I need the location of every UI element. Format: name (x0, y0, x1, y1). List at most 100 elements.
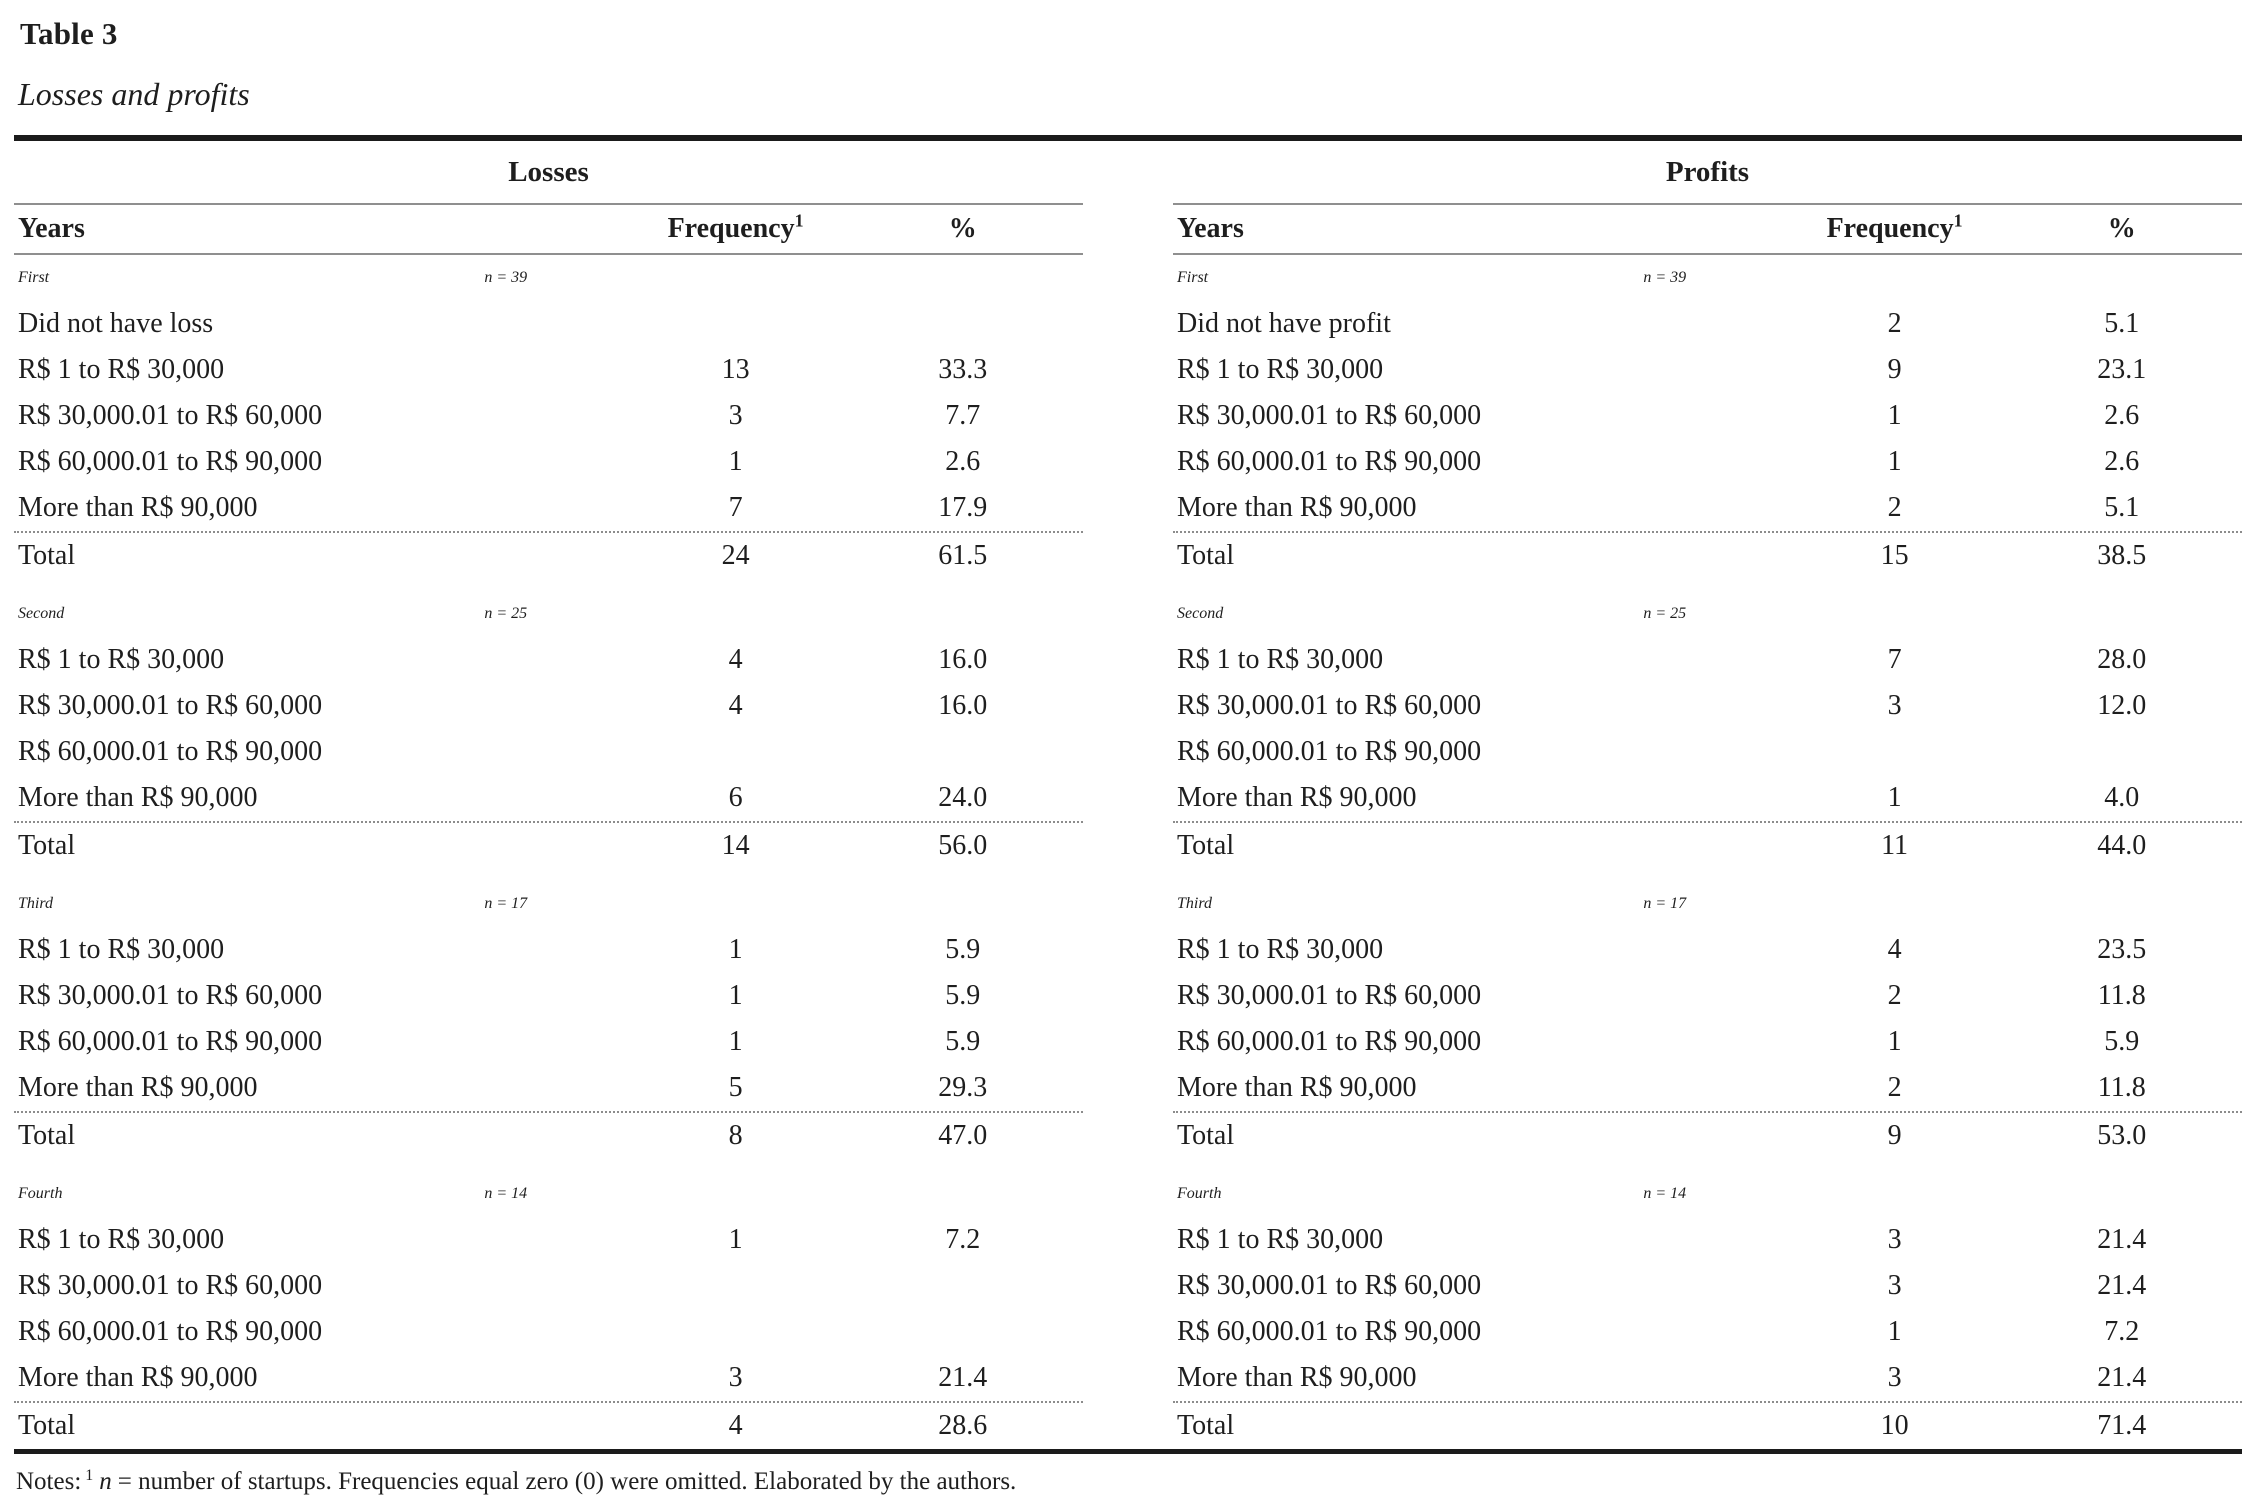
total-frequency-value: 8 (728, 1120, 743, 1151)
year-label: Fourth (1177, 1185, 1222, 1202)
table-row: More than R$ 90,000 3 21.4 (14, 1355, 1083, 1401)
year-header-row: Third n = 17 (1173, 881, 2242, 927)
frequency-value: 3 (1887, 1362, 1902, 1393)
frequency-value: 9 (1887, 354, 1902, 385)
frequency-value: 2 (1887, 980, 1902, 1011)
frequency-value: 3 (728, 400, 743, 431)
year-group-third: Third n = 17 R$ 1 to R$ 30,000 4 23.5 R$ … (1173, 881, 2242, 1159)
range-label: R$ 60,000.01 to R$ 90,000 (1177, 1316, 1482, 1347)
total-row: Total 10 71.4 (1173, 1401, 2242, 1449)
total-row: Total 8 47.0 (14, 1111, 1083, 1159)
year-groups: First n = 39 Did not have loss R$ 1 to R$… (14, 255, 1083, 1449)
percent-value: 24.0 (938, 782, 988, 813)
total-label: Total (1177, 540, 1235, 571)
table-row: R$ 60,000.01 to R$ 90,000 1 5.9 (1173, 1019, 2242, 1065)
year-group-second: Second n = 25 R$ 1 to R$ 30,000 7 28.0 R$… (1173, 591, 2242, 869)
subheader-rule (14, 253, 1083, 255)
total-row: Total 4 28.6 (14, 1401, 1083, 1449)
year-label: Third (1177, 895, 1212, 912)
table-row: More than R$ 90,000 2 5.1 (1173, 485, 2242, 531)
range-rows: Did not have profit 2 5.1 R$ 1 to R$ 30,… (1173, 301, 2242, 531)
percent-value: 11.8 (2097, 1072, 2146, 1103)
range-label: R$ 30,000.01 to R$ 60,000 (1177, 1270, 1482, 1301)
year-header-row: Third n = 17 (14, 881, 1083, 927)
year-group-third: Third n = 17 R$ 1 to R$ 30,000 1 5.9 R$ 3… (14, 881, 1083, 1159)
range-rows: R$ 1 to R$ 30,000 3 21.4 R$ 30,000.01 to… (1173, 1217, 2242, 1401)
range-label: R$ 1 to R$ 30,000 (18, 1224, 225, 1255)
percent-value: 23.1 (2097, 354, 2147, 385)
frequency-value: 7 (728, 492, 743, 523)
note-superscript: 1 (85, 1466, 94, 1484)
total-percent-value: 44.0 (2097, 830, 2147, 861)
range-label: R$ 30,000.01 to R$ 60,000 (1177, 690, 1482, 721)
table-row: R$ 30,000.01 to R$ 60,000 3 21.4 (1173, 1263, 2242, 1309)
frequency-value: 6 (728, 782, 743, 813)
year-header-row: Fourth n = 14 (1173, 1171, 2242, 1217)
range-label: R$ 30,000.01 to R$ 60,000 (18, 1270, 323, 1301)
n-count: n = 39 (484, 269, 528, 286)
percent-value: 11.8 (2097, 980, 2146, 1011)
table-row: R$ 30,000.01 to R$ 60,000 1 5.9 (14, 973, 1083, 1019)
total-frequency-value: 14 (721, 830, 750, 861)
year-group-first: First n = 39 Did not have profit 2 5.1 R$… (1173, 255, 2242, 579)
range-label: R$ 30,000.01 to R$ 60,000 (18, 400, 323, 431)
year-group-second: Second n = 25 R$ 1 to R$ 30,000 4 16.0 R$… (14, 591, 1083, 869)
percent-value: 29.3 (938, 1072, 988, 1103)
total-row: Total 15 38.5 (1173, 531, 2242, 579)
year-groups: First n = 39 Did not have profit 2 5.1 R$… (1173, 255, 2242, 1449)
year-header-row: Fourth n = 14 (14, 1171, 1083, 1217)
note-text: = number of startups. Frequencies equal … (117, 1468, 1017, 1495)
frequency-value: 1 (728, 980, 743, 1011)
range-label: More than R$ 90,000 (1177, 1072, 1417, 1103)
percent-value: 21.4 (2097, 1270, 2147, 1301)
range-label: More than R$ 90,000 (1177, 1362, 1417, 1393)
percent-value: 21.4 (938, 1362, 988, 1393)
total-label: Total (18, 540, 76, 571)
frequency-value: 1 (1887, 446, 1902, 477)
table-row: Did not have loss (14, 301, 1083, 347)
header-rule (14, 203, 1083, 205)
percent-value: 16.0 (938, 690, 988, 721)
frequency-value: 2 (1887, 492, 1902, 523)
total-label: Total (1177, 1410, 1235, 1441)
range-label: More than R$ 90,000 (18, 1072, 258, 1103)
col-header-percent: % (2107, 213, 2136, 244)
frequency-value: 1 (1887, 1316, 1902, 1347)
range-label: R$ 60,000.01 to R$ 90,000 (18, 1026, 323, 1057)
table-title: Table 3 (20, 16, 118, 51)
table-row: R$ 1 to R$ 30,000 4 23.5 (1173, 927, 2242, 973)
range-label: R$ 1 to R$ 30,000 (18, 644, 225, 675)
total-row: Total 9 53.0 (1173, 1111, 2242, 1159)
table-row: R$ 1 to R$ 30,000 3 21.4 (1173, 1217, 2242, 1263)
col-header-years: Years (1177, 213, 1244, 244)
range-label: R$ 1 to R$ 30,000 (18, 934, 225, 965)
table-row: R$ 1 to R$ 30,000 13 33.3 (14, 347, 1083, 393)
table-row: R$ 60,000.01 to R$ 90,000 (14, 729, 1083, 775)
table-row: R$ 30,000.01 to R$ 60,000 1 2.6 (1173, 393, 2242, 439)
col-header-years: Years (18, 213, 85, 244)
total-label: Total (1177, 830, 1235, 861)
year-header-row: First n = 39 (14, 255, 1083, 301)
n-count: n = 14 (484, 1185, 528, 1202)
total-percent-value: 47.0 (938, 1120, 988, 1151)
table-row: R$ 30,000.01 to R$ 60,000 2 11.8 (1173, 973, 2242, 1019)
range-label: R$ 1 to R$ 30,000 (1177, 354, 1384, 385)
table-row: R$ 1 to R$ 30,000 1 5.9 (14, 927, 1083, 973)
table-row: R$ 60,000.01 to R$ 90,000 1 7.2 (1173, 1309, 2242, 1355)
percent-value: 5.9 (2104, 1026, 2140, 1057)
col-header-frequency: Frequency1 (667, 210, 804, 244)
percent-value: 5.1 (2104, 492, 2140, 523)
frequency-value: 3 (1887, 1224, 1902, 1255)
range-label: R$ 30,000.01 to R$ 60,000 (18, 690, 323, 721)
range-label: R$ 60,000.01 to R$ 90,000 (18, 736, 323, 767)
year-group-fourth: Fourth n = 14 R$ 1 to R$ 30,000 3 21.4 R$… (1173, 1171, 2242, 1449)
total-frequency-value: 4 (728, 1410, 743, 1441)
table-row: R$ 60,000.01 to R$ 90,000 (1173, 729, 2242, 775)
frequency-value: 5 (728, 1072, 743, 1103)
year-label: Second (18, 605, 65, 622)
total-row: Total 14 56.0 (14, 821, 1083, 869)
range-label: R$ 1 to R$ 30,000 (1177, 1224, 1384, 1255)
frequency-value: 1 (728, 446, 743, 477)
total-frequency-value: 15 (1880, 540, 1909, 571)
